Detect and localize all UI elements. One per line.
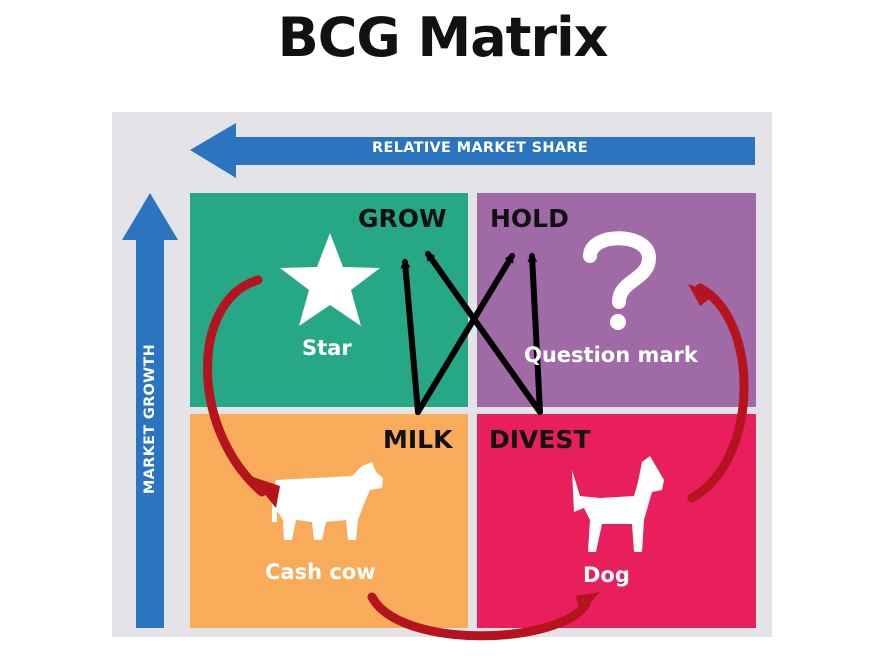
quadrant-label-cash-cow: Cash cow bbox=[265, 560, 376, 584]
dog-icon bbox=[572, 456, 664, 552]
action-arrows bbox=[400, 250, 543, 415]
quadrant-label-question-mark: Question mark bbox=[524, 343, 698, 367]
action-milk: MILK bbox=[383, 425, 453, 454]
cashcow-to-dog-arrow bbox=[367, 592, 591, 641]
divest-to-hold-arrow bbox=[527, 252, 543, 415]
market-growth-arrow bbox=[122, 193, 178, 628]
milk-to-grow-arrow bbox=[400, 258, 421, 415]
star-to-cashcow-arrowhead bbox=[250, 476, 280, 508]
star-icon bbox=[280, 233, 380, 326]
question-mark-icon bbox=[583, 231, 657, 330]
cow-icon bbox=[272, 462, 383, 540]
cycle-arrows bbox=[203, 275, 749, 641]
quadrant-label-star: Star bbox=[302, 336, 352, 360]
action-divest: DIVEST bbox=[489, 425, 591, 454]
dog-to-question-arrow bbox=[687, 283, 749, 503]
action-grow: GROW bbox=[358, 204, 447, 233]
milk-to-hold-arrow bbox=[415, 252, 515, 415]
page-title: BCG Matrix bbox=[277, 6, 609, 69]
relative-market-share-arrow bbox=[190, 123, 755, 178]
horizontal-axis-label: RELATIVE MARKET SHARE bbox=[372, 140, 588, 156]
vertical-axis-label: MARKET GROWTH bbox=[142, 343, 158, 495]
action-hold: HOLD bbox=[490, 204, 569, 233]
dog-to-question-arrowhead bbox=[688, 284, 716, 306]
quadrant-label-dog: Dog bbox=[583, 563, 630, 587]
divest-to-grow-arrow bbox=[425, 250, 543, 415]
cashcow-to-dog-arrowhead bbox=[576, 592, 600, 614]
star-to-cashcow-arrow bbox=[203, 275, 267, 497]
